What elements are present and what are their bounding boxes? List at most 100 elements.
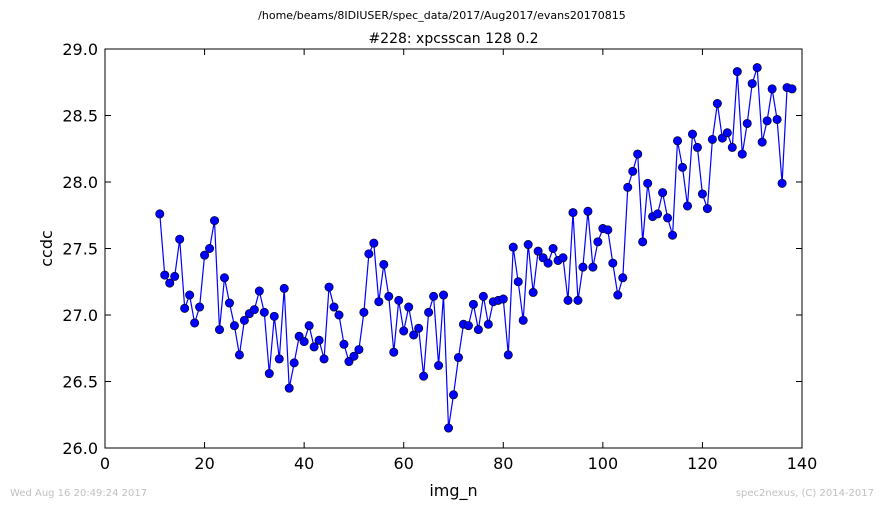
data-point: [309, 342, 319, 352]
data-point: [448, 390, 458, 400]
data-point: [638, 237, 648, 247]
data-point: [304, 321, 314, 331]
data-point: [468, 299, 478, 309]
y-tick-label: 26.5: [62, 373, 98, 392]
y-axis-ticks: 26.0 26.5 27.0 27.5 28.0 28.5 29.0: [62, 40, 802, 458]
data-point: [463, 321, 473, 331]
data-point: [234, 350, 244, 360]
data-point: [324, 282, 334, 292]
data-point: [249, 305, 259, 315]
data-point: [473, 325, 483, 335]
data-point: [588, 262, 598, 272]
data-point: [543, 258, 553, 268]
data-point: [513, 277, 523, 287]
data-point: [678, 162, 688, 172]
data-point: [578, 262, 588, 272]
x-tick-label: 0: [100, 454, 110, 473]
x-tick-label: 20: [194, 454, 214, 473]
data-point: [299, 337, 309, 347]
data-point: [533, 246, 543, 256]
data-point: [583, 206, 593, 216]
data-point: [603, 225, 613, 235]
data-point: [314, 335, 324, 345]
data-point: [742, 118, 752, 128]
data-point: [175, 234, 185, 244]
data-point: [334, 310, 344, 320]
data-point: [618, 273, 628, 283]
data-point: [329, 302, 339, 312]
data-point: [608, 258, 618, 268]
data-point: [364, 249, 374, 259]
chart-title: #228: xpcsscan 128 0.2: [368, 31, 538, 47]
data-point: [274, 354, 284, 364]
data-point: [349, 351, 359, 361]
data-point: [369, 238, 379, 248]
data-point: [478, 291, 488, 301]
data-point: [414, 323, 424, 333]
data-point: [613, 290, 623, 300]
data-point: [264, 369, 274, 379]
y-tick-label: 29.0: [62, 40, 98, 59]
data-point: [419, 371, 429, 381]
data-point: [170, 271, 180, 281]
data-point: [722, 128, 732, 138]
data-point: [697, 189, 707, 199]
x-tick-label: 80: [493, 454, 513, 473]
y-tick-label: 28.0: [62, 173, 98, 192]
y-tick-label: 26.0: [62, 439, 98, 458]
footer-copyright: spec2nexus, (C) 2014-2017: [735, 488, 874, 499]
data-point: [219, 273, 229, 283]
data-point: [568, 208, 578, 218]
data-point: [732, 67, 742, 77]
data-point: [374, 297, 384, 307]
y-axis-label: ccdc: [37, 230, 56, 267]
x-tick-label: 140: [787, 454, 818, 473]
x-axis-ticks: 0 20 40 60 80 100 120 140: [100, 49, 817, 473]
data-point: [404, 302, 414, 312]
data-point: [623, 182, 633, 192]
data-point: [777, 178, 787, 188]
data-point: [180, 303, 190, 313]
data-point: [563, 295, 573, 305]
data-point: [424, 307, 434, 317]
data-point: [747, 79, 757, 89]
figure-suptitle: /home/beams/8IDIUSER/spec_data/2017/Aug2…: [258, 9, 626, 22]
data-point: [160, 270, 170, 280]
data-point: [239, 315, 249, 325]
data-point: [687, 129, 697, 139]
data-point: [359, 307, 369, 317]
data-point: [573, 295, 583, 305]
data-point: [483, 319, 493, 329]
data-point: [384, 291, 394, 301]
data-point: [523, 240, 533, 250]
data-point: [558, 253, 568, 263]
data-point: [284, 383, 294, 393]
data-point: [409, 330, 419, 340]
y-tick-label: 28.5: [62, 107, 98, 126]
data-point: [439, 290, 449, 300]
data-point: [379, 259, 389, 269]
data-point: [593, 237, 603, 247]
data-point: [633, 149, 643, 159]
data-point: [673, 136, 683, 146]
data-point: [663, 213, 673, 223]
data-point: [165, 278, 175, 288]
data-point: [429, 291, 439, 301]
data-point: [548, 244, 558, 254]
data-point: [628, 166, 638, 176]
data-point: [259, 307, 269, 317]
data-point: [643, 178, 653, 188]
data-point: [653, 209, 663, 219]
data-point: [389, 347, 399, 357]
y-tick-label: 27.5: [62, 240, 98, 259]
y-tick-label: 27.0: [62, 306, 98, 325]
data-point: [762, 116, 772, 126]
data-point: [399, 326, 409, 336]
data-point: [354, 345, 364, 355]
data-point: [498, 294, 508, 304]
data-point: [727, 142, 737, 152]
data-point: [155, 209, 165, 219]
data-point: [692, 142, 702, 152]
